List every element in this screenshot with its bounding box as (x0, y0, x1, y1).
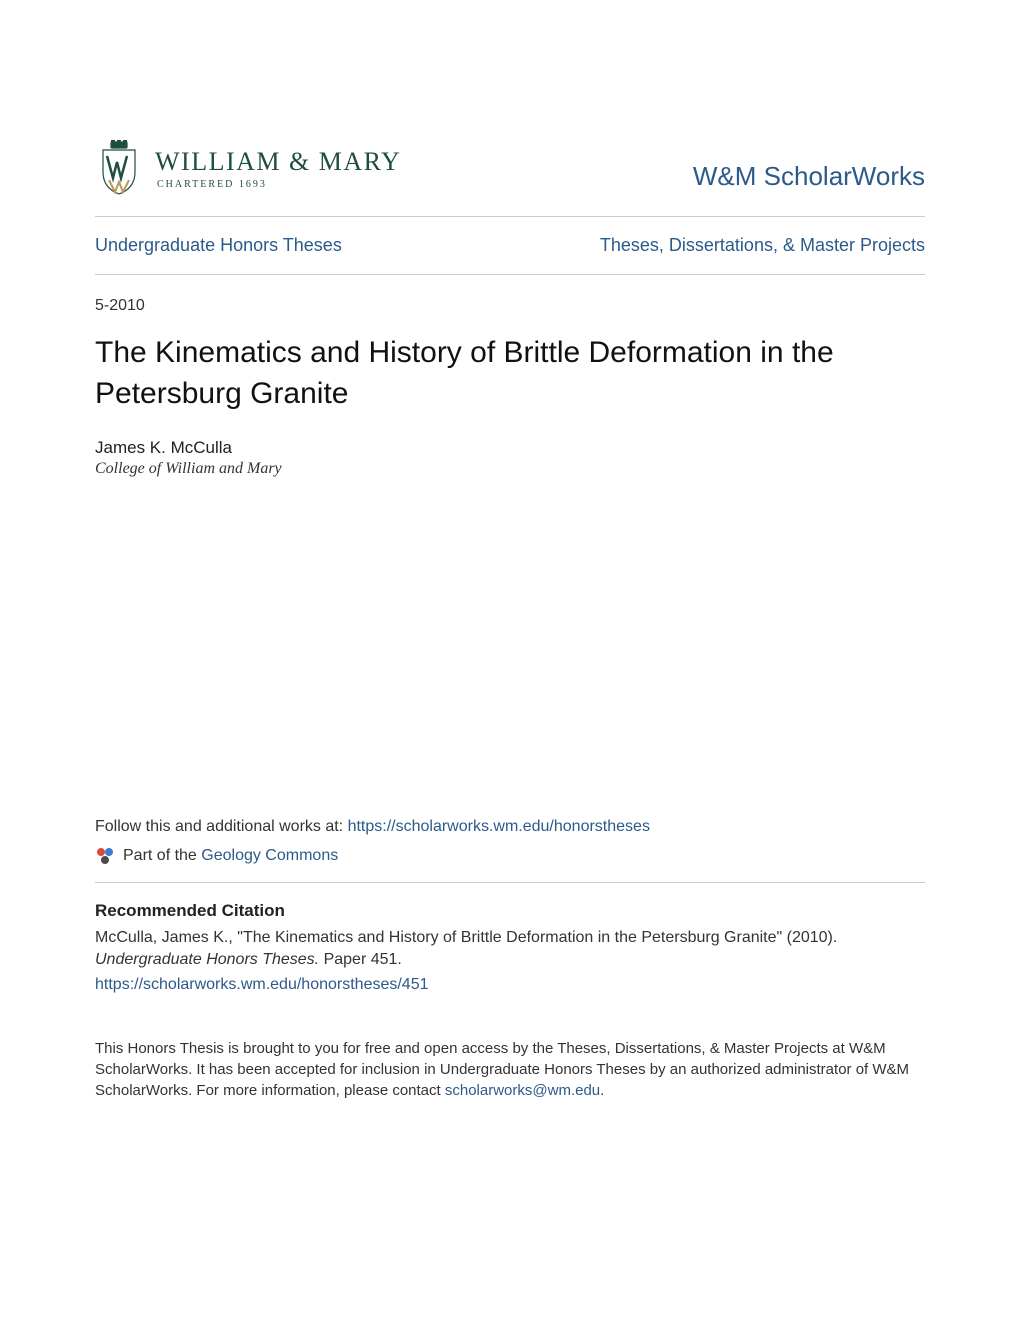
crest-icon (95, 140, 143, 196)
part-of-text: Part of the Geology Commons (123, 847, 338, 865)
repository-link[interactable]: W&M ScholarWorks (693, 161, 925, 192)
network-icon (95, 846, 115, 866)
collection-link[interactable]: Undergraduate Honors Theses (95, 235, 342, 256)
parent-collection-link[interactable]: Theses, Dissertations, & Master Projects (600, 235, 925, 256)
logo-text: WILLIAM & MARY CHARTERED 1693 (155, 147, 401, 190)
institution-logo: WILLIAM & MARY CHARTERED 1693 (95, 140, 401, 196)
footer-text: This Honors Thesis is brought to you for… (95, 1038, 925, 1101)
part-of-prefix: Part of the (123, 847, 201, 864)
commons-row: Part of the Geology Commons (95, 846, 925, 866)
contact-email-link[interactable]: scholarworks@wm.edu (445, 1082, 600, 1099)
author-name: James K. McCulla (95, 438, 925, 458)
institution-name: WILLIAM & MARY (155, 147, 401, 177)
follow-url-link[interactable]: https://scholarworks.wm.edu/honorstheses (348, 818, 650, 835)
author-affiliation: College of William and Mary (95, 460, 925, 478)
citation-heading: Recommended Citation (95, 901, 925, 921)
citation-line1: McCulla, James K., "The Kinematics and H… (95, 929, 837, 946)
commons-link[interactable]: Geology Commons (201, 847, 338, 864)
charter-text: CHARTERED 1693 (157, 179, 401, 190)
header: WILLIAM & MARY CHARTERED 1693 W&M Schola… (95, 140, 925, 196)
divider (95, 882, 925, 883)
footer-period: . (600, 1082, 604, 1099)
citation-body: McCulla, James K., "The Kinematics and H… (95, 927, 925, 996)
breadcrumb-nav: Undergraduate Honors Theses Theses, Diss… (95, 217, 925, 274)
follow-line: Follow this and additional works at: htt… (95, 818, 925, 836)
citation-url-link[interactable]: https://scholarworks.wm.edu/honorstheses… (95, 974, 925, 996)
publication-date: 5-2010 (95, 297, 925, 315)
citation-section: Recommended Citation McCulla, James K., … (95, 901, 925, 996)
divider (95, 274, 925, 275)
follow-section: Follow this and additional works at: htt… (95, 818, 925, 866)
paper-title: The Kinematics and History of Brittle De… (95, 333, 925, 414)
citation-paper-num: Paper 451. (319, 951, 402, 968)
follow-prefix: Follow this and additional works at: (95, 818, 348, 835)
citation-series: Undergraduate Honors Theses. (95, 951, 319, 968)
